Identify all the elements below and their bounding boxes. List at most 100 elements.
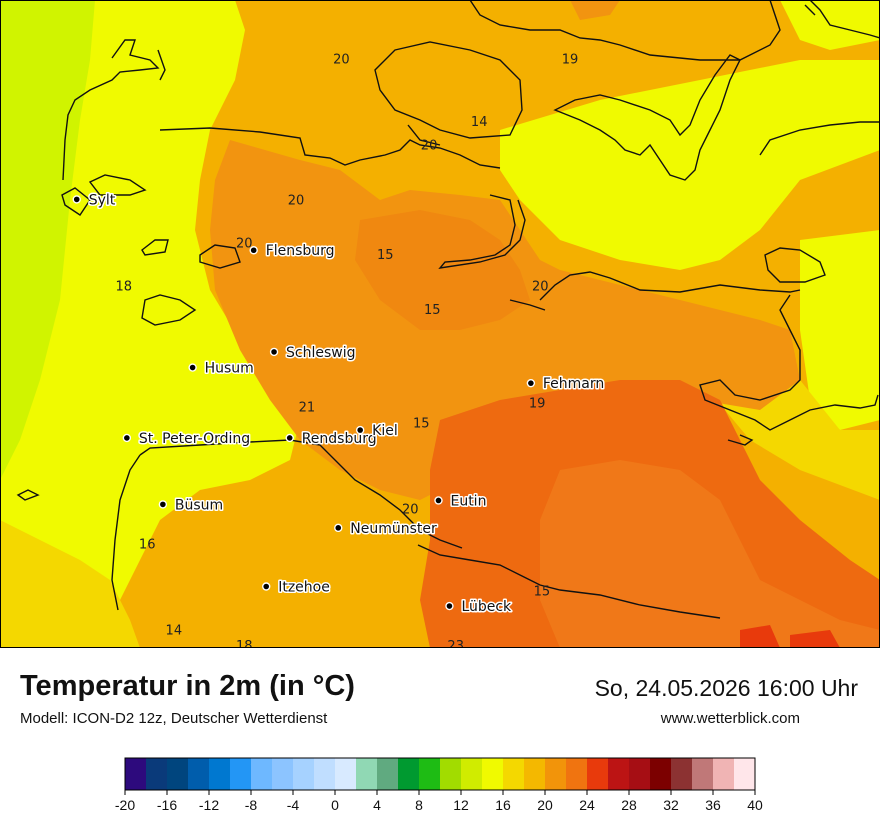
city-marker-dot [435, 497, 442, 504]
legend-swatch [692, 758, 714, 790]
legend-swatch [482, 758, 504, 790]
color-legend: -20 -16 -12 -8 -4 0 4 8 12 16 20 24 28 32 36 40 [115, 757, 763, 813]
isotherm-label: 23 [447, 639, 464, 648]
city-schleswig[interactable]: Schleswig [269, 343, 357, 362]
website-link[interactable]: www.wetterblick.com [660, 710, 800, 727]
city-fehmarn[interactable]: Fehmarn [526, 375, 606, 394]
legend-swatch [146, 758, 168, 790]
city-eutin[interactable]: Eutin [434, 492, 488, 511]
legend-swatch [188, 758, 210, 790]
city-b-sum[interactable]: Büsum [158, 496, 225, 515]
legend-frame [124, 757, 756, 791]
legend-tick-label: -12 [199, 797, 219, 813]
legend-swatch [125, 758, 147, 790]
legend-tick-label: 28 [621, 797, 637, 813]
city-marker-dot [250, 247, 257, 254]
isotherm-label: 16 [139, 537, 156, 552]
city-sylt[interactable]: Sylt [72, 191, 117, 210]
legend-tick-label: 24 [579, 797, 595, 813]
city-label: Kiel [372, 423, 398, 439]
legend-tick-label: 8 [415, 797, 423, 813]
legend-swatch [398, 758, 420, 790]
legend-ticks: -20 -16 -12 -8 -4 0 4 8 12 16 20 24 28 32 36 40 [115, 790, 763, 813]
city-label: St. Peter-Ording [139, 431, 250, 447]
legend-swatch [209, 758, 231, 790]
city-marker-dot [160, 501, 166, 508]
isotherm-label: 20 [532, 279, 549, 294]
legend-swatch [524, 758, 546, 790]
isotherm-label: 19 [529, 397, 546, 412]
legend-swatch [503, 758, 525, 790]
isotherm-label: 15 [534, 584, 551, 599]
city-kiel[interactable]: Kiel [355, 422, 399, 441]
city-marker-dot [357, 427, 363, 433]
legend-tick-label: 32 [663, 797, 679, 813]
legend-tick-label: 4 [373, 797, 381, 813]
city-marker-dot [528, 380, 534, 386]
isotherm-label: 15 [377, 248, 394, 263]
isotherm-label: 20 [402, 502, 419, 517]
isotherm-label: 19 [562, 53, 579, 68]
city-label: Lübeck [461, 599, 512, 615]
legend-tick-label: 12 [453, 797, 469, 813]
legend-swatch [713, 758, 735, 790]
page-title: Temperatur in 2m (in °C) [20, 670, 355, 702]
city-markers: Sylt Flensburg Schleswig Husum St. Peter-Ord… [72, 191, 606, 617]
legend-swatch [167, 758, 189, 790]
legend-swatch [356, 758, 378, 790]
coastline [16, 0, 880, 619]
isotherm-label: 15 [424, 303, 441, 318]
isotherm-label: 21 [299, 401, 316, 416]
isotherm-labels: 2019142020201518201521191520161514182322… [115, 53, 578, 648]
city-husum[interactable]: Husum [188, 359, 255, 378]
city-rendsburg[interactable]: Rendsburg [285, 429, 378, 448]
city-label: Neumünster [350, 521, 437, 537]
city-label: Fehmarn [543, 376, 604, 392]
city-marker-dot [271, 349, 277, 355]
isotherm-label: 15 [413, 416, 430, 431]
legend-swatch [650, 758, 672, 790]
city-label: Flensburg [266, 243, 335, 259]
isotherm-label: 20 [421, 139, 438, 154]
city-marker-dot [189, 364, 196, 371]
legend-swatch [734, 758, 756, 790]
legend-swatches [124, 757, 756, 791]
legend-tick-label: -20 [115, 797, 135, 813]
city-st-peter-ording[interactable]: St. Peter-Ording [122, 429, 252, 448]
legend-tick-label: -4 [287, 797, 300, 813]
city-marker-dot [286, 435, 293, 441]
legend-tick-label: -8 [245, 797, 258, 813]
legend-swatch [230, 758, 252, 790]
legend-tick-label: -16 [157, 797, 177, 813]
legend-swatch [251, 758, 273, 790]
city-l-beck[interactable]: Lübeck [445, 598, 514, 617]
city-marker-dot [124, 435, 130, 441]
isotherm-label: 18 [115, 279, 132, 294]
city-marker-dot [446, 603, 453, 609]
legend-swatch [629, 758, 651, 790]
city-itzehoe[interactable]: Itzehoe [262, 578, 331, 597]
temperature-map[interactable]: 2019142020201518201521191520161514182322… [0, 0, 880, 648]
city-label: Itzehoe [278, 580, 330, 596]
legend-swatch [335, 758, 357, 790]
city-marker-dot [335, 525, 342, 531]
city-label: Eutin [450, 493, 486, 509]
legend-tick-label: 40 [747, 797, 763, 813]
legend-tick-label: 36 [705, 797, 721, 813]
city-neum-nster[interactable]: Neumünster [334, 519, 438, 538]
city-marker-dot [73, 196, 80, 203]
legend-swatch [419, 758, 441, 790]
city-label: Sylt [89, 192, 116, 208]
model-subtitle: Modell: ICON-D2 12z, Deutscher Wetterdie… [20, 710, 328, 727]
city-label: Büsum [175, 497, 223, 513]
city-label: Schleswig [286, 345, 355, 361]
legend-swatch [566, 758, 588, 790]
legend-swatch [608, 758, 630, 790]
legend-tick-label: 0 [331, 797, 339, 813]
legend-swatch [377, 758, 399, 790]
city-flensburg[interactable]: Flensburg [249, 242, 336, 261]
forecast-datetime: So, 24.05.2026 16:00 Uhr [594, 675, 858, 701]
legend-swatch [314, 758, 336, 790]
city-marker-dot [263, 583, 270, 590]
isotherm-label: 20 [236, 236, 253, 251]
